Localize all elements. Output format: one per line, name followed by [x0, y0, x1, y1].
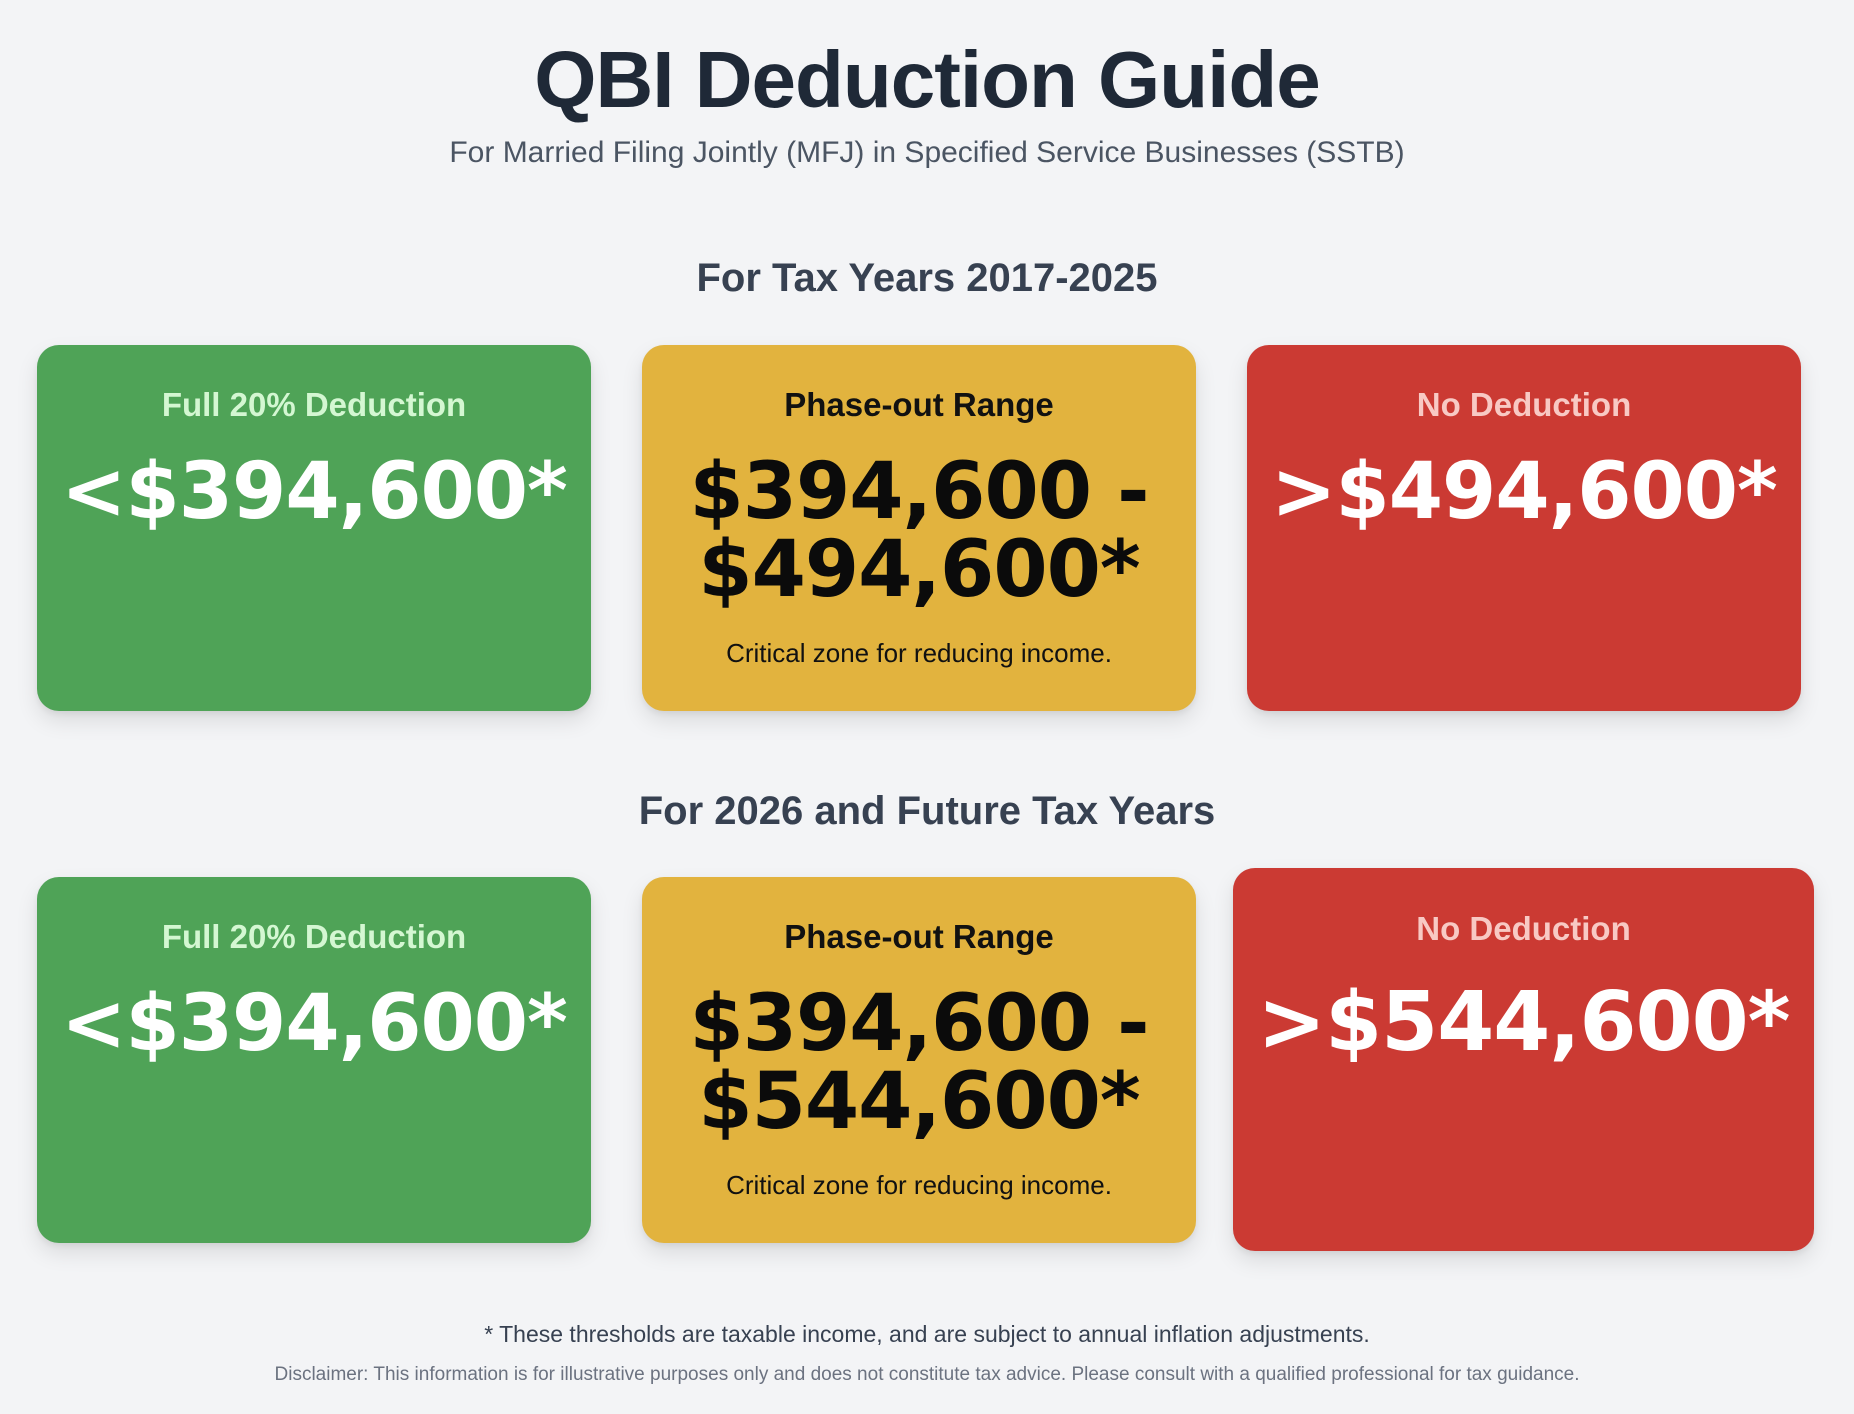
card-label: Full 20% Deduction: [161, 386, 467, 423]
card-value-line-1: $394,600 -: [689, 979, 1149, 1069]
card-value: $394,600 - $544,600*: [642, 985, 1196, 1141]
footnote: * These thresholds are taxable income, a…: [484, 1321, 1370, 1347]
card-phase-out-2026: Phase-out Range $394,600 - $544,600* Cri…: [642, 877, 1196, 1243]
card-label: No Deduction: [1416, 910, 1631, 947]
card-value: >$544,600*: [1257, 975, 1790, 1070]
card-value-line-2: $544,600*: [698, 1057, 1140, 1147]
section-heading-2026-future: For 2026 and Future Tax Years: [638, 789, 1216, 833]
card-label: Phase-out Range: [784, 918, 1054, 955]
card-no-deduction-2017-2025: No Deduction >$494,600*: [1247, 345, 1801, 711]
page-title: QBI Deduction Guide: [534, 35, 1320, 124]
card-label: No Deduction: [1416, 386, 1632, 423]
card-label: Phase-out Range: [784, 386, 1054, 423]
card-value: <$394,600*: [61, 447, 568, 537]
card-value: <$394,600*: [61, 979, 568, 1069]
card-label: Full 20% Deduction: [161, 918, 467, 955]
card-full-deduction-2017-2025: Full 20% Deduction <$394,600*: [37, 345, 591, 711]
card-value: >$494,600*: [1271, 447, 1778, 537]
card-value-line-2: $494,600*: [698, 525, 1140, 615]
card-value: $394,600 - $494,600*: [642, 453, 1196, 609]
card-phase-out-2017-2025: Phase-out Range $394,600 - $494,600* Cri…: [642, 345, 1196, 711]
disclaimer: Disclaimer: This information is for illu…: [274, 1364, 1580, 1385]
section-heading-2017-2025: For Tax Years 2017-2025: [696, 256, 1158, 300]
card-value-line-1: $394,600 -: [689, 447, 1149, 537]
page-subtitle: For Married Filing Jointly (MFJ) in Spec…: [449, 136, 1405, 169]
card-no-deduction-2026: No Deduction >$544,600*: [1233, 868, 1814, 1251]
card-full-deduction-2026: Full 20% Deduction <$394,600*: [37, 877, 591, 1243]
card-note: Critical zone for reducing income.: [726, 638, 1112, 668]
card-note: Critical zone for reducing income.: [726, 1170, 1112, 1200]
